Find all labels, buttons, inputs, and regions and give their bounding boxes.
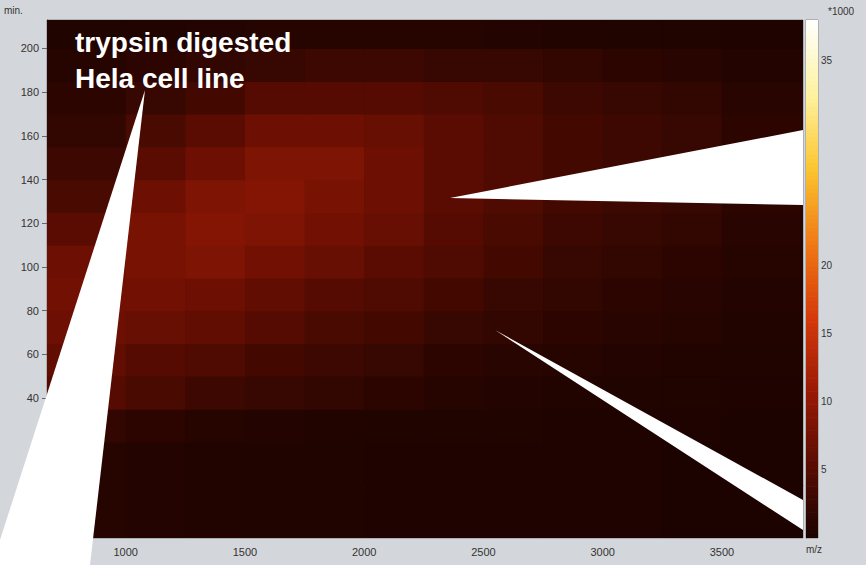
svg-text:160: 160 (21, 130, 39, 142)
svg-text:35: 35 (821, 55, 833, 66)
svg-text:2000: 2000 (352, 546, 376, 558)
svg-text:m/z: m/z (806, 544, 822, 555)
svg-text:80: 80 (27, 305, 39, 317)
svg-text:100: 100 (21, 261, 39, 273)
svg-text:trypsin digested: trypsin digested (75, 27, 291, 58)
svg-text:Hela cell line: Hela cell line (75, 63, 245, 94)
svg-text:40: 40 (27, 392, 39, 404)
svg-text:180: 180 (21, 86, 39, 98)
svg-text:min.: min. (4, 5, 23, 16)
svg-text:120: 120 (21, 217, 39, 229)
svg-text:3500: 3500 (710, 546, 734, 558)
svg-text:10: 10 (821, 396, 833, 407)
svg-text:1500: 1500 (233, 546, 257, 558)
svg-text:20: 20 (821, 260, 833, 271)
svg-text:2500: 2500 (471, 546, 495, 558)
svg-text:3000: 3000 (590, 546, 614, 558)
svg-text:1000: 1000 (113, 546, 137, 558)
svg-text:140: 140 (21, 174, 39, 186)
svg-text:60: 60 (27, 348, 39, 360)
svg-text:5: 5 (821, 464, 827, 475)
svg-text:15: 15 (821, 328, 833, 339)
svg-text:200: 200 (21, 42, 39, 54)
svg-text:*1000: *1000 (828, 6, 855, 17)
